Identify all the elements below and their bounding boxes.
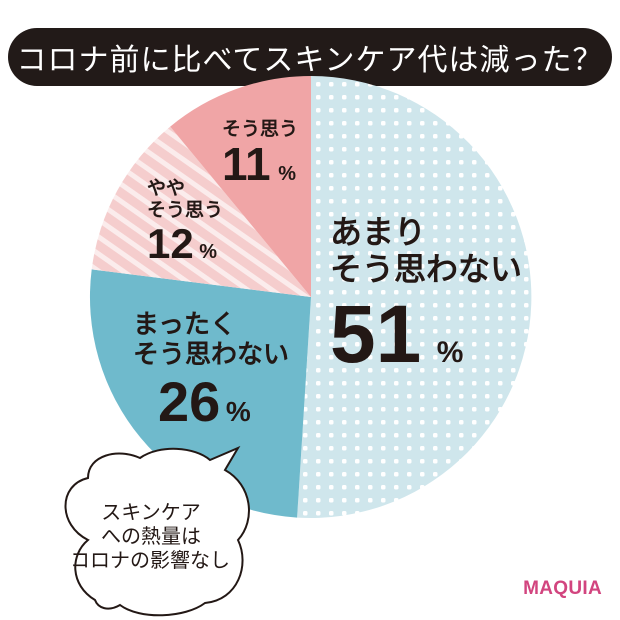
percent-12: % bbox=[199, 240, 218, 263]
label-26-line1: まったく bbox=[133, 310, 236, 340]
label-26-line2: そう思わない bbox=[133, 339, 290, 370]
label-51: あまり そう思わない 51 % bbox=[330, 214, 522, 376]
bubble-text: スキンケア への熱量は コロナの影響なし bbox=[70, 500, 230, 572]
label-51-line2: そう思わない bbox=[330, 249, 523, 288]
bubble-line-3: コロナの影響なし bbox=[70, 548, 230, 572]
label-12-line1: やや bbox=[147, 177, 186, 199]
label-12-line2: そう思う bbox=[147, 198, 224, 221]
pie-slice-26 bbox=[89, 269, 311, 518]
value-11: 11 bbox=[222, 137, 271, 190]
percent-51: % bbox=[436, 335, 464, 369]
speech-bubble bbox=[64, 445, 250, 617]
chart-title: コロナ前に比べてスキンケア代は減った？ bbox=[16, 43, 604, 78]
label-26: まったく そう思わない 26 % bbox=[133, 310, 290, 433]
bubble-line-1: スキンケア bbox=[101, 500, 201, 524]
label-11: そう思う 11 % bbox=[222, 118, 299, 190]
value-12: 12 bbox=[147, 219, 194, 267]
bubble-line-2: への熱量は bbox=[101, 524, 201, 548]
percent-11: % bbox=[278, 162, 297, 185]
value-51: 51 bbox=[330, 288, 422, 380]
pie-slice-12 bbox=[91, 126, 311, 297]
maquia-logo: MAQUIA bbox=[523, 578, 602, 599]
pie-slice-51 bbox=[297, 76, 532, 518]
percent-26: % bbox=[225, 395, 251, 427]
label-12: やや そう思う 12 % bbox=[147, 177, 224, 267]
pie-slice-11 bbox=[170, 75, 311, 297]
title-bar: コロナ前に比べてスキンケア代は減った？ bbox=[8, 28, 612, 86]
value-26: 26 bbox=[158, 369, 221, 433]
label-11-line1: そう思う bbox=[222, 118, 299, 140]
label-51-line1: あまり bbox=[330, 213, 427, 251]
